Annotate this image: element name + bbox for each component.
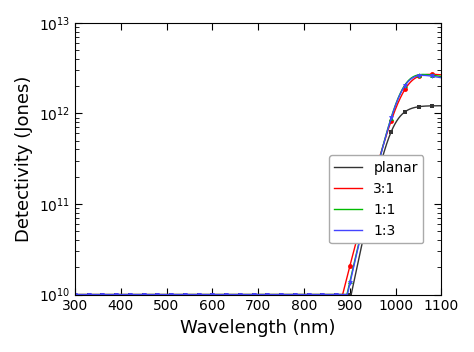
3:1 [260, 293, 265, 297]
1:3 [79, 293, 85, 297]
1:3 [72, 293, 78, 297]
1:3 [438, 76, 444, 80]
1:1 [260, 293, 265, 297]
planar [415, 105, 420, 109]
Line: 1:1: 1:1 [75, 74, 441, 295]
1:1 [415, 73, 420, 77]
3:1 [415, 75, 420, 79]
1:1 [79, 293, 85, 297]
3:1 [428, 72, 434, 76]
X-axis label: Wavelength (nm): Wavelength (nm) [181, 319, 336, 337]
planar [438, 103, 444, 108]
planar [325, 293, 330, 297]
1:3 [325, 293, 330, 297]
Line: planar: planar [75, 106, 441, 295]
planar [238, 293, 244, 297]
1:1 [438, 74, 444, 78]
Line: 1:3: 1:3 [75, 75, 441, 295]
planar [79, 293, 85, 297]
1:3 [137, 293, 143, 297]
3:1 [438, 73, 444, 77]
Line: 3:1: 3:1 [75, 74, 441, 295]
1:1 [420, 72, 426, 76]
3:1 [79, 293, 85, 297]
3:1 [137, 293, 143, 297]
3:1 [238, 293, 244, 297]
Y-axis label: Detectivity (Jones): Detectivity (Jones) [15, 76, 33, 242]
1:1 [137, 293, 143, 297]
1:3 [420, 73, 426, 77]
3:1 [325, 293, 330, 297]
1:1 [72, 293, 78, 297]
1:3 [260, 293, 265, 297]
Legend: planar, 3:1, 1:1, 1:3: planar, 3:1, 1:1, 1:3 [329, 156, 423, 244]
1:1 [238, 293, 244, 297]
1:1 [325, 293, 330, 297]
planar [137, 293, 143, 297]
3:1 [72, 293, 78, 297]
planar [260, 293, 265, 297]
1:3 [238, 293, 244, 297]
planar [72, 293, 78, 297]
1:3 [415, 74, 420, 78]
